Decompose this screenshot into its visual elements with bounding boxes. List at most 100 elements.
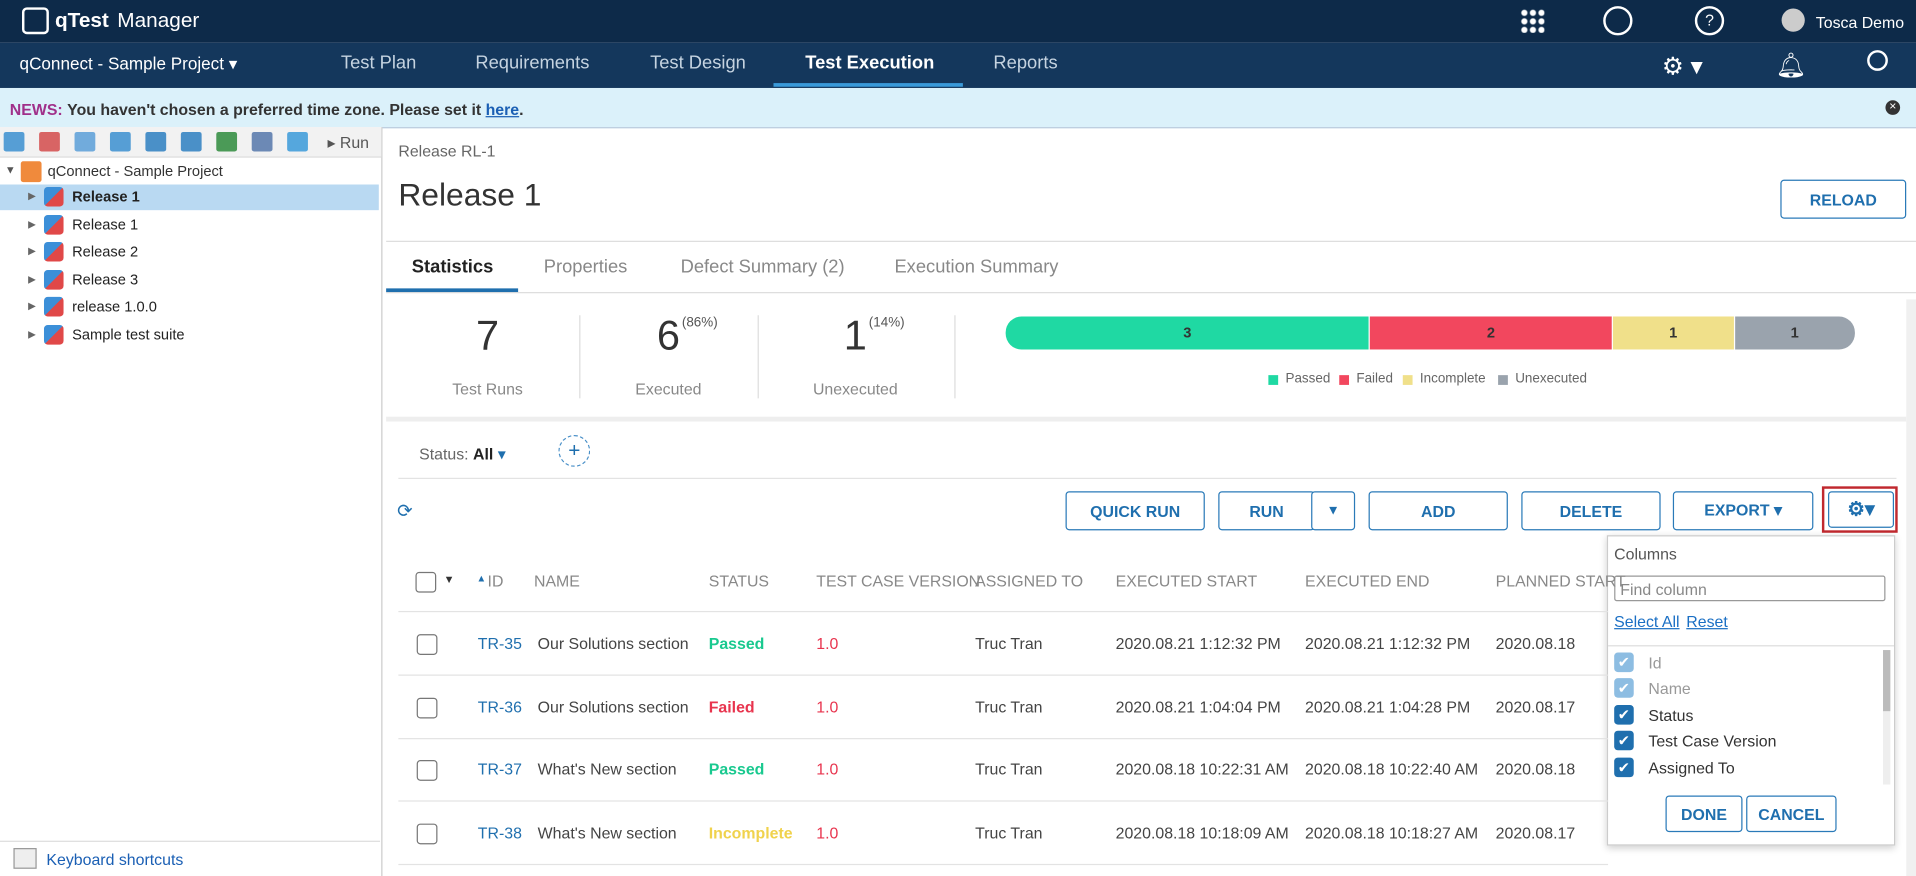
select-all-checkbox[interactable] xyxy=(415,572,436,593)
column-option[interactable]: Status xyxy=(1648,706,1693,724)
keyboard-shortcuts[interactable]: Keyboard shortcuts xyxy=(46,850,183,868)
tree-toggle[interactable]: ▶ xyxy=(28,191,36,202)
toolbar-icon[interactable] xyxy=(216,132,237,152)
action-button[interactable]: QUICK RUN xyxy=(1066,491,1205,530)
executed-start: 2020.08.21 1:04:04 PM xyxy=(1116,697,1281,715)
tree-toggle[interactable]: ▶ xyxy=(28,329,36,340)
row-checkbox[interactable] xyxy=(417,697,438,718)
row-checkbox[interactable] xyxy=(417,824,438,845)
nav-tab[interactable]: Test Design xyxy=(650,53,746,74)
assigned-to: Truc Tran xyxy=(975,824,1042,842)
tree-item[interactable]: Release 1 xyxy=(72,216,138,233)
column-option[interactable]: Test Case Version xyxy=(1648,732,1776,750)
detail-tab[interactable]: Properties xyxy=(544,257,628,278)
tree-item[interactable]: release 1.0.0 xyxy=(72,299,157,316)
bell-icon[interactable]: 🔔︎ xyxy=(1775,50,1806,81)
action-button[interactable]: ADD xyxy=(1369,491,1508,530)
refresh-icon[interactable]: ⟳ xyxy=(397,500,412,522)
user-name[interactable]: Tosca Demo xyxy=(1816,13,1904,31)
executed-start: 2020.08.18 10:18:09 AM xyxy=(1116,824,1289,842)
tree-toggle[interactable]: ▶ xyxy=(28,218,36,229)
filter-value[interactable]: All xyxy=(473,445,493,463)
left-panel xyxy=(0,127,382,876)
column-header[interactable]: NAME xyxy=(534,572,580,590)
toolbar-icon[interactable] xyxy=(252,132,273,152)
column-checkbox[interactable]: ✔ xyxy=(1614,757,1634,777)
toolbar-icon[interactable] xyxy=(75,132,96,152)
row-line xyxy=(398,675,1608,676)
toolbar-icon[interactable] xyxy=(181,132,202,152)
settings-icon[interactable]: ⚙ ▾ xyxy=(1662,51,1703,82)
apps-icon[interactable] xyxy=(1520,9,1544,33)
find-column[interactable]: Find column xyxy=(1614,576,1885,602)
legend-label: Passed xyxy=(1285,371,1330,386)
column-option[interactable]: Assigned To xyxy=(1648,758,1734,776)
tree-toggle[interactable]: ▶ xyxy=(28,301,36,312)
nav-tab[interactable]: Test Plan xyxy=(341,53,416,74)
run-id[interactable]: TR-38 xyxy=(478,824,522,842)
toolbar-icon[interactable] xyxy=(287,132,308,152)
tree-item[interactable]: Release 1 xyxy=(72,188,140,205)
row-checkbox[interactable] xyxy=(417,634,438,655)
toolbar-icon[interactable] xyxy=(145,132,166,152)
action-button[interactable]: RUN xyxy=(1218,491,1315,530)
column-header[interactable]: EXECUTED END xyxy=(1305,572,1429,590)
run-button[interactable]: ▸ Run xyxy=(327,133,369,153)
column-settings-button[interactable]: ⚙▾ xyxy=(1828,491,1894,528)
select-all[interactable]: Select All xyxy=(1614,612,1679,630)
select-menu[interactable]: ▼ xyxy=(444,573,455,585)
tree-item[interactable]: Sample test suite xyxy=(72,326,184,343)
nav-tab[interactable]: Test Execution xyxy=(805,53,934,74)
column-header[interactable]: STATUS xyxy=(709,572,769,590)
download-icon[interactable] xyxy=(1603,6,1632,35)
project-name[interactable]: qConnect - Sample Project xyxy=(20,54,224,74)
reset[interactable]: Reset xyxy=(1686,612,1728,630)
run-dropdown[interactable]: ▼ xyxy=(1311,491,1355,530)
run-version: 1.0 xyxy=(816,634,838,652)
done-button[interactable]: DONE xyxy=(1666,795,1743,832)
run-id[interactable]: TR-36 xyxy=(478,697,522,715)
project-selector[interactable]: qConnect - Sample Project ▾ xyxy=(20,54,238,75)
column-checkbox[interactable]: ✔ xyxy=(1614,731,1634,751)
nav-tab[interactable]: Reports xyxy=(993,53,1057,74)
run-id[interactable]: TR-35 xyxy=(478,634,522,652)
run-name: Our Solutions section xyxy=(538,634,689,652)
tree-toggle[interactable]: ▼ xyxy=(5,164,16,176)
tree-item[interactable]: Release 2 xyxy=(72,243,138,260)
detail-tab[interactable]: Defect Summary (2) xyxy=(681,257,845,278)
toolbar-icon[interactable] xyxy=(39,132,60,152)
column-header[interactable]: TEST CASE VERSION xyxy=(816,572,980,590)
column-header[interactable]: EXECUTED START xyxy=(1116,572,1258,590)
tree-root[interactable]: qConnect - Sample Project xyxy=(48,163,223,180)
avatar[interactable] xyxy=(1782,9,1805,32)
column-header[interactable]: PLANNED START xyxy=(1496,572,1626,590)
run-label[interactable]: Run xyxy=(340,133,369,151)
news-link[interactable]: here xyxy=(486,100,520,118)
breadcrumb[interactable]: Release RL-1 xyxy=(398,142,495,160)
close-news[interactable]: × xyxy=(1885,100,1900,115)
tree-toggle[interactable]: ▶ xyxy=(28,273,36,284)
logo xyxy=(22,7,49,34)
action-button[interactable]: EXPORT ▾ xyxy=(1673,491,1814,530)
toolbar-icon[interactable] xyxy=(4,132,25,152)
row-checkbox[interactable] xyxy=(417,761,438,782)
add-filter[interactable]: + xyxy=(558,435,590,467)
help-icon[interactable]: ? xyxy=(1695,6,1724,35)
tree-toggle[interactable]: ▶ xyxy=(28,246,36,257)
tree-item[interactable]: Release 3 xyxy=(72,271,138,288)
run-id[interactable]: TR-37 xyxy=(478,761,522,779)
nav-tab[interactable]: Requirements xyxy=(475,53,589,74)
column-header[interactable]: ASSIGNED TO xyxy=(975,572,1083,590)
detail-tab[interactable]: Statistics xyxy=(412,257,494,278)
column-checkbox[interactable]: ✔ xyxy=(1614,705,1634,725)
toolbar-icon[interactable] xyxy=(110,132,131,152)
reload-button[interactable]: RELOAD xyxy=(1780,180,1906,219)
column-header[interactable]: ID xyxy=(488,572,504,590)
status-filter[interactable]: Status: All ▾ xyxy=(419,445,506,465)
cancel-button[interactable]: CANCEL xyxy=(1746,795,1836,832)
action-button[interactable]: DELETE xyxy=(1521,491,1660,530)
search-icon[interactable] xyxy=(1867,50,1888,71)
detail-tab[interactable]: Execution Summary xyxy=(894,257,1058,278)
nav-bar xyxy=(0,43,1916,88)
